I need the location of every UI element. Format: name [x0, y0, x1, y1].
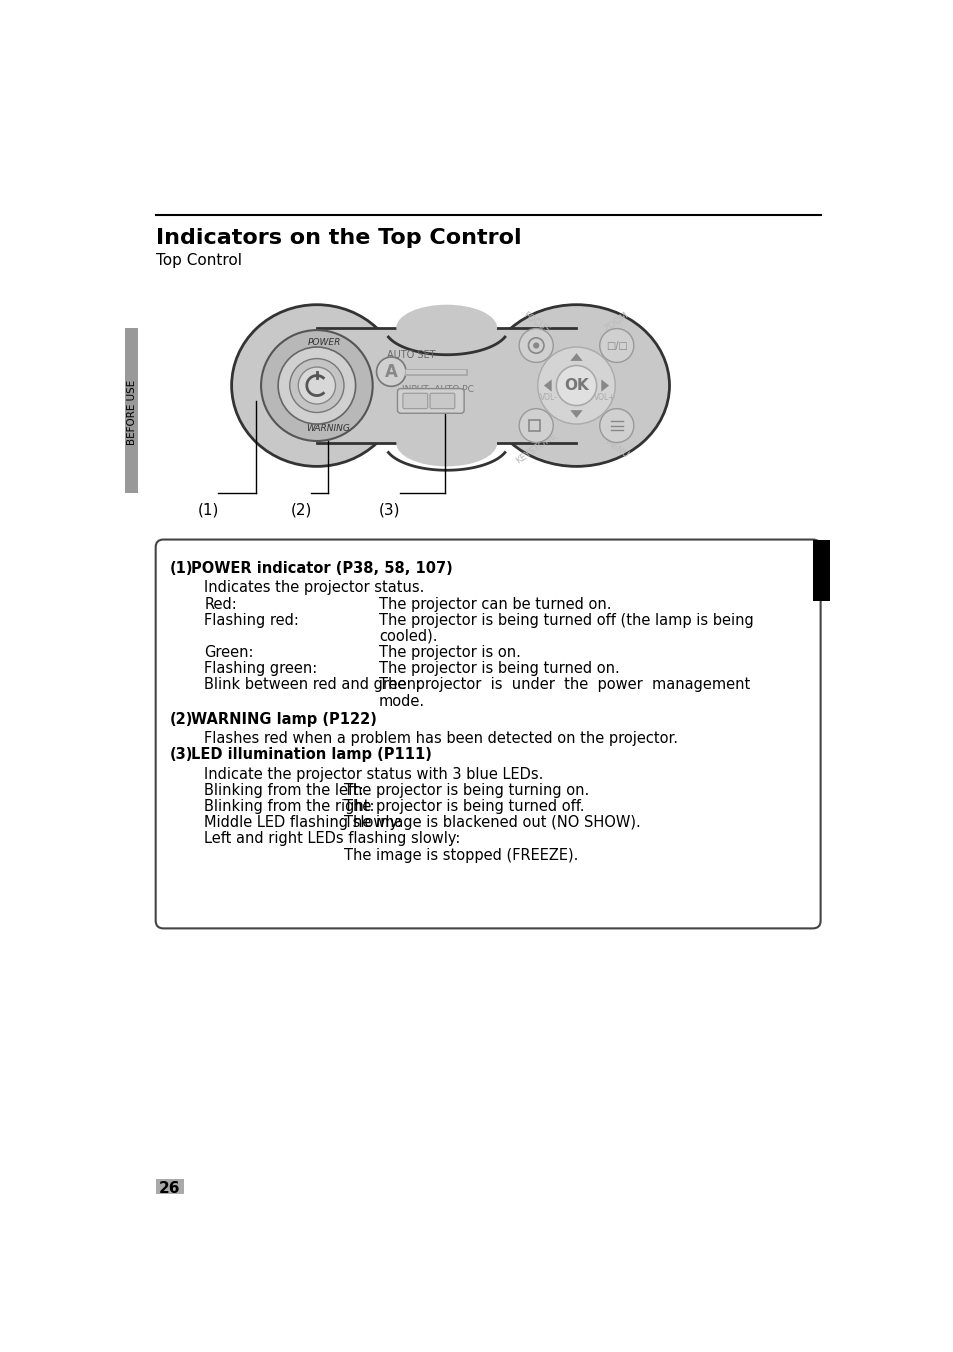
- Text: Flashing green:: Flashing green:: [204, 661, 317, 676]
- Text: FOCUS: FOCUS: [520, 310, 551, 335]
- Text: BEFORE USE: BEFORE USE: [127, 380, 136, 445]
- Polygon shape: [600, 380, 608, 392]
- Bar: [812, 539, 829, 602]
- Text: The projector is on.: The projector is on.: [378, 645, 520, 660]
- Circle shape: [290, 358, 344, 412]
- Text: VOL+: VOL+: [593, 393, 615, 403]
- Circle shape: [298, 366, 335, 404]
- Circle shape: [518, 329, 553, 362]
- Ellipse shape: [232, 304, 402, 466]
- Text: WARNING: WARNING: [306, 425, 350, 433]
- Text: cooled).: cooled).: [378, 629, 436, 644]
- Text: POWER indicator (P38, 58, 107): POWER indicator (P38, 58, 107): [192, 561, 453, 576]
- Text: Middle LED flashing slowly:: Middle LED flashing slowly:: [204, 815, 402, 830]
- Polygon shape: [570, 410, 582, 418]
- FancyBboxPatch shape: [402, 393, 427, 408]
- Text: Top Control: Top Control: [155, 253, 241, 268]
- Circle shape: [518, 408, 553, 442]
- Text: Indicate the projector status with 3 blue LEDs.: Indicate the projector status with 3 blu…: [204, 767, 543, 781]
- Text: (2): (2): [170, 713, 193, 727]
- Bar: [316, 327, 576, 443]
- Text: Flashes red when a problem has been detected on the projector.: Flashes red when a problem has been dete…: [204, 731, 678, 746]
- Circle shape: [278, 347, 355, 425]
- Text: Flashing red:: Flashing red:: [204, 612, 299, 627]
- Text: (1): (1): [170, 561, 193, 576]
- Text: The  projector  is  under  the  power  management: The projector is under the power managem…: [378, 677, 749, 692]
- Polygon shape: [570, 353, 582, 361]
- Text: Indicates the projector status.: Indicates the projector status.: [204, 580, 424, 595]
- Text: The image is stopped (FREEZE).: The image is stopped (FREEZE).: [344, 848, 578, 863]
- Text: WARNING lamp (P122): WARNING lamp (P122): [192, 713, 376, 727]
- Ellipse shape: [395, 420, 497, 466]
- Bar: [155, 1179, 183, 1194]
- Text: Red:: Red:: [204, 596, 237, 611]
- Text: Blinking from the left:: Blinking from the left:: [204, 783, 364, 798]
- Text: Blink between red and green:: Blink between red and green:: [204, 677, 421, 692]
- Text: Left and right LEDs flashing slowly:: Left and right LEDs flashing slowly:: [204, 831, 460, 846]
- Text: (2): (2): [291, 503, 312, 518]
- Text: The projector can be turned on.: The projector can be turned on.: [378, 596, 611, 611]
- Text: (3): (3): [378, 503, 400, 518]
- Bar: [125, 327, 137, 493]
- Text: (1): (1): [197, 503, 219, 518]
- Text: □/□: □/□: [605, 341, 627, 350]
- Text: AUTO SET: AUTO SET: [386, 350, 435, 360]
- Ellipse shape: [483, 304, 669, 466]
- Text: 26: 26: [159, 1180, 180, 1197]
- Text: ZOOM: ZOOM: [602, 311, 630, 334]
- Circle shape: [261, 330, 373, 441]
- Circle shape: [537, 347, 615, 425]
- Circle shape: [533, 342, 538, 349]
- Text: The projector is being turned off (the lamp is being: The projector is being turned off (the l…: [378, 612, 753, 627]
- Text: INPUT  AUTO PC: INPUT AUTO PC: [402, 385, 474, 393]
- Text: The image is blackened out (NO SHOW).: The image is blackened out (NO SHOW).: [344, 815, 640, 830]
- Text: The projector is being turning on.: The projector is being turning on.: [344, 783, 589, 798]
- Text: (3): (3): [170, 748, 193, 763]
- FancyBboxPatch shape: [430, 393, 455, 408]
- Ellipse shape: [395, 304, 497, 352]
- Circle shape: [599, 408, 633, 442]
- Text: Indicators on the Top Control: Indicators on the Top Control: [155, 227, 520, 247]
- Text: The projector is being turned on.: The projector is being turned on.: [378, 661, 619, 676]
- Text: OK: OK: [563, 379, 588, 393]
- Text: VOL-: VOL-: [539, 393, 557, 403]
- Text: mode.: mode.: [378, 694, 424, 708]
- Text: MENU: MENU: [602, 437, 630, 460]
- Text: LED illumination lamp (P111): LED illumination lamp (P111): [192, 748, 432, 763]
- Bar: [529, 420, 539, 431]
- Text: POWER: POWER: [308, 338, 341, 347]
- Circle shape: [599, 329, 633, 362]
- Text: The projector is being turned off.: The projector is being turned off.: [344, 799, 584, 814]
- Circle shape: [376, 357, 406, 387]
- FancyBboxPatch shape: [397, 388, 464, 414]
- FancyBboxPatch shape: [155, 539, 820, 929]
- Text: Green:: Green:: [204, 645, 253, 660]
- Circle shape: [556, 365, 596, 406]
- Polygon shape: [543, 380, 551, 392]
- Text: Blinking from the right:: Blinking from the right:: [204, 799, 375, 814]
- Text: A: A: [384, 362, 397, 381]
- Text: KEYSTONE: KEYSTONE: [514, 431, 558, 466]
